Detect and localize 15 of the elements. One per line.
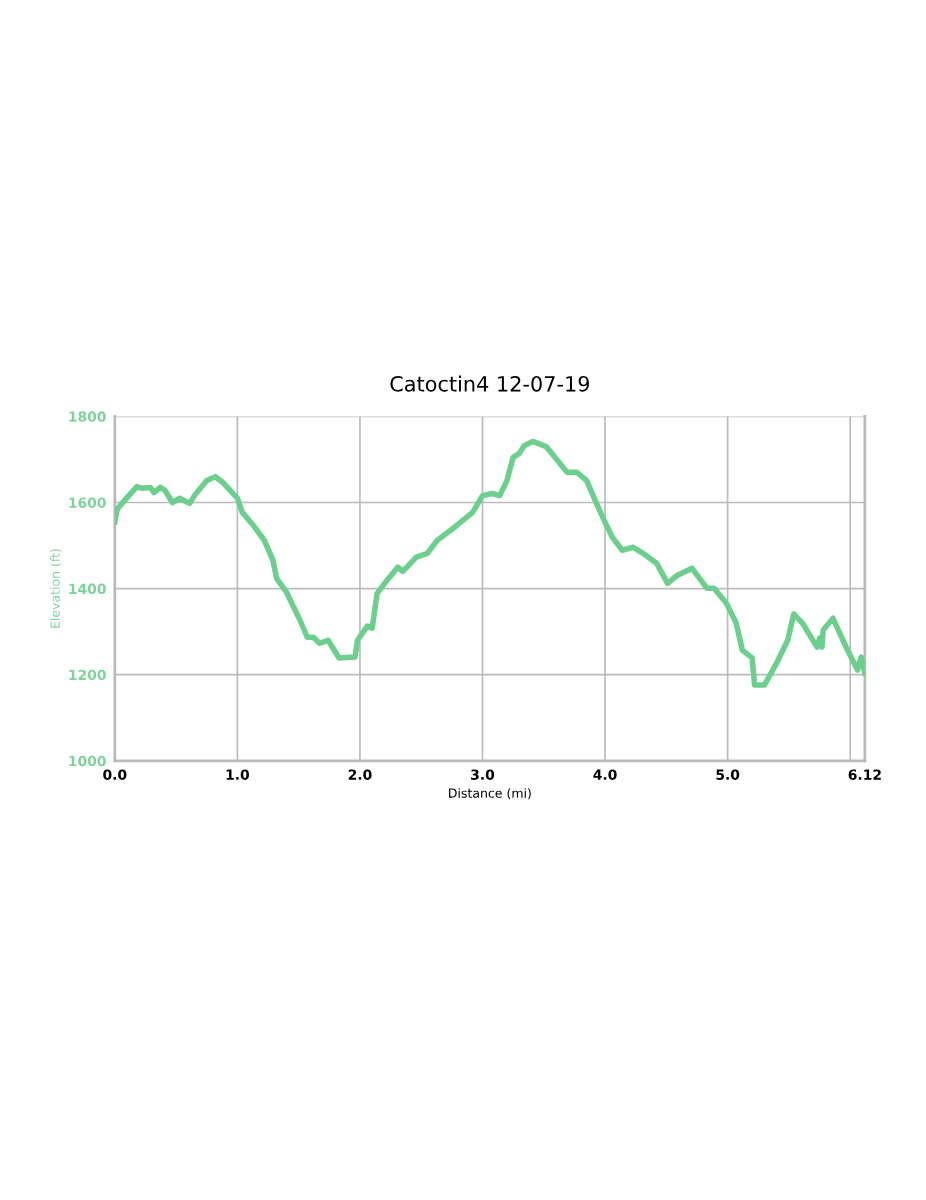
x-tick-label: 4.0 [593,769,617,780]
y-tick-label: 1400 [69,583,106,595]
y-axis-title: Elevation (ft) [50,549,62,628]
chart-title: Catoctin4 12-07-19 [390,375,590,392]
x-tick-label: 0.0 [103,769,127,780]
x-tick-label: 3.0 [471,769,495,780]
x-tick-label: 2.0 [348,769,372,780]
y-tick-label: 1600 [69,497,106,508]
x-tick-label: 6.12 [848,769,881,780]
y-tick-label: 1000 [69,755,106,767]
x-tick-label: 5.0 [716,769,740,780]
y-tick-label: 1200 [69,669,106,681]
x-axis-title: Distance (mi) [449,788,531,800]
y-tick-label: 1800 [69,411,106,422]
x-tick-label: 1.0 [226,769,250,780]
